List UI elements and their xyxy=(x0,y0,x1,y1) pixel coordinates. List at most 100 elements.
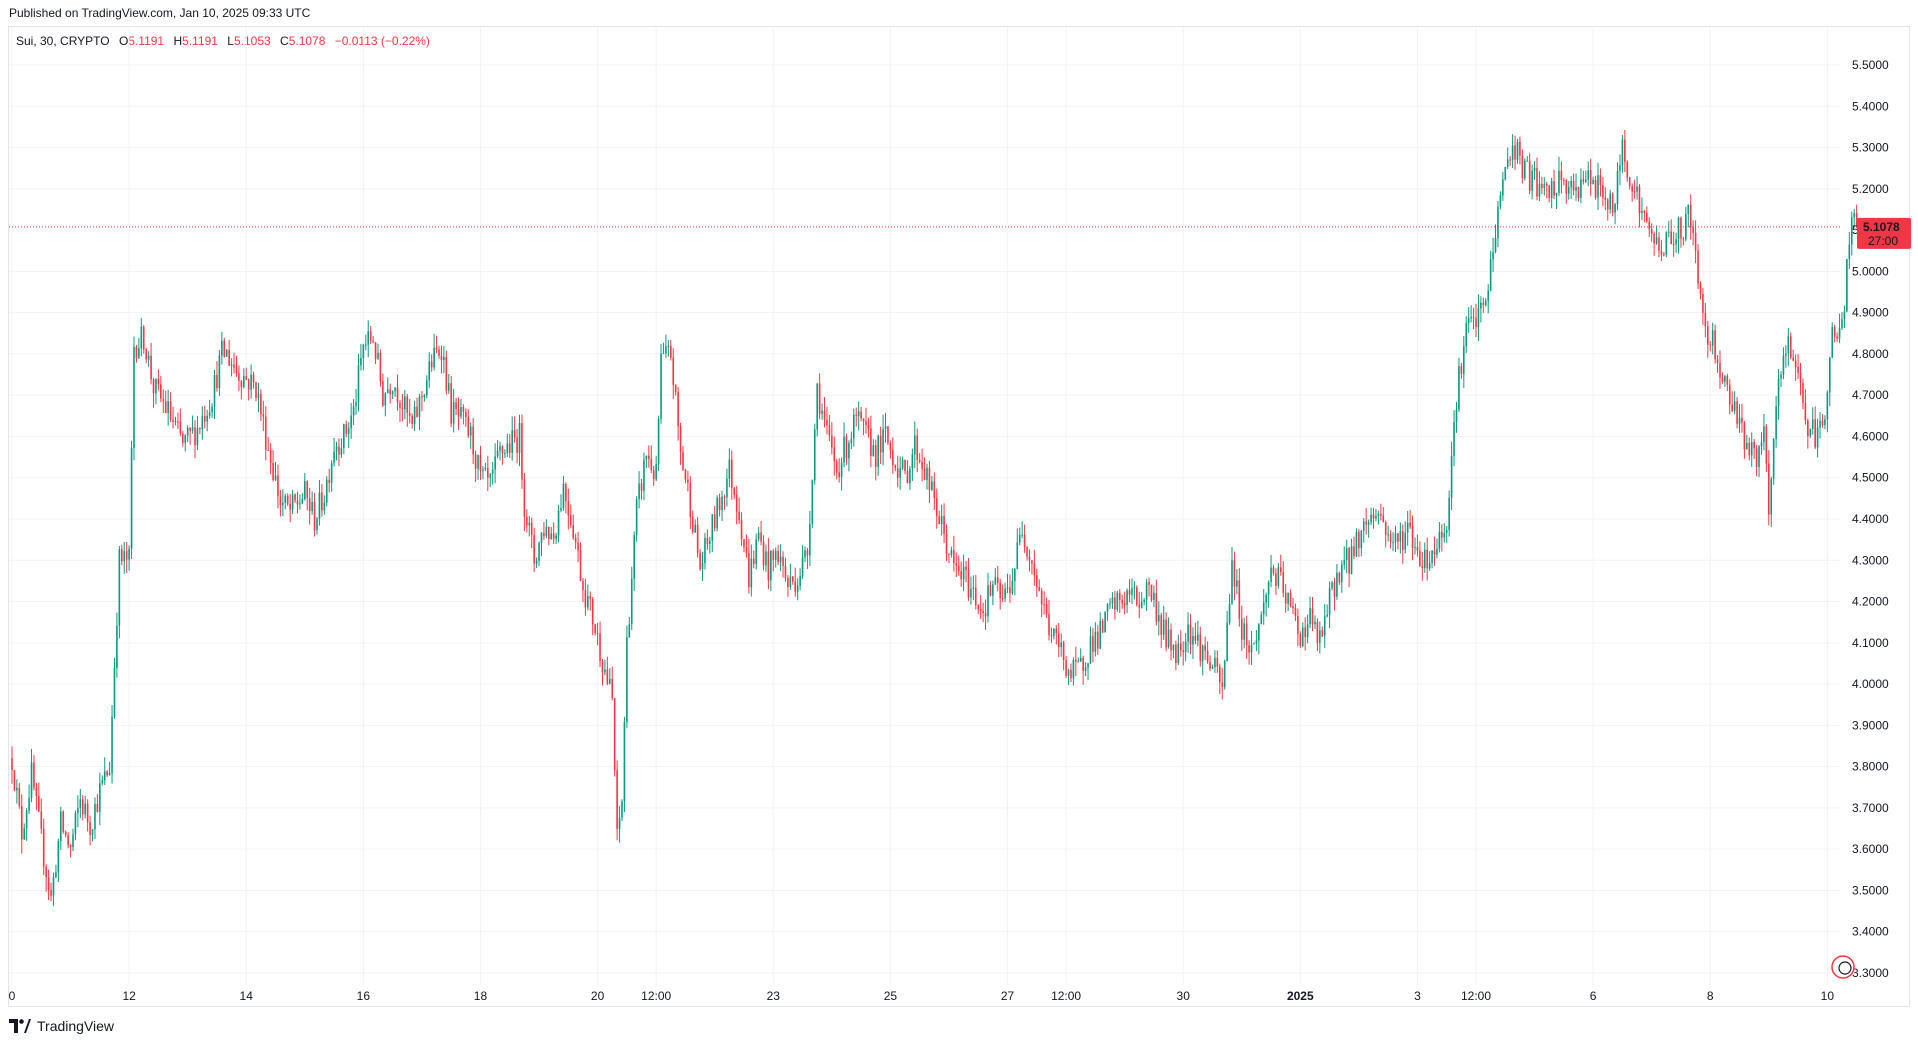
y-tick-label: 3.8000 xyxy=(1852,760,1889,774)
candle-body xyxy=(999,582,1001,599)
candle-body xyxy=(1106,603,1109,612)
candle-body xyxy=(645,455,648,460)
candle-body xyxy=(1006,587,1009,589)
candle-body xyxy=(799,576,801,586)
candle-body xyxy=(662,353,665,355)
candle-body xyxy=(777,550,779,562)
candle-body xyxy=(279,496,282,505)
candle-body xyxy=(1145,582,1148,600)
candle-body xyxy=(1594,179,1597,198)
x-tick-label: 20 xyxy=(591,989,605,1003)
candle-body xyxy=(1831,327,1834,358)
candle-body xyxy=(1233,560,1236,587)
candle-body xyxy=(618,817,621,829)
candle-body xyxy=(938,516,940,525)
candle-body xyxy=(1250,644,1253,653)
candle-body xyxy=(672,357,675,386)
x-tick-label: 10 xyxy=(1821,989,1835,1003)
candle-body xyxy=(1789,336,1792,358)
candle-body xyxy=(252,374,255,383)
candle-body xyxy=(1750,442,1753,456)
settings-icon[interactable] xyxy=(1831,955,1855,979)
candle-body xyxy=(1036,575,1038,588)
candle-body xyxy=(1272,567,1275,574)
candle-body xyxy=(99,783,101,812)
y-tick-label: 3.7000 xyxy=(1852,801,1889,815)
candle-body xyxy=(1140,601,1143,608)
candle-body xyxy=(850,438,853,444)
candle-body xyxy=(1323,616,1326,637)
candle-body xyxy=(1592,179,1594,184)
candle-body xyxy=(1206,650,1209,662)
candle-body xyxy=(1758,446,1760,467)
candle-body xyxy=(752,558,755,564)
candle-body xyxy=(970,588,972,598)
candle-body xyxy=(177,421,179,423)
footer-brand[interactable]: TradingView xyxy=(9,1018,114,1034)
candle-body xyxy=(826,419,828,426)
candle-body xyxy=(1765,426,1768,464)
candle-body xyxy=(1187,624,1189,642)
x-tick-label: 16 xyxy=(357,989,371,1003)
candle-body xyxy=(1404,532,1407,550)
candle-body xyxy=(1282,572,1285,593)
candle-body xyxy=(996,577,999,583)
candle-body xyxy=(1116,592,1119,610)
candle-body xyxy=(543,533,545,537)
candle-body xyxy=(1121,599,1123,604)
candle-body xyxy=(687,479,689,483)
candle-body xyxy=(1741,417,1743,423)
change-value: −0.0113 (−0.22%) xyxy=(334,34,430,48)
candle-body xyxy=(1748,442,1751,456)
candle-body xyxy=(250,374,252,390)
candle-body xyxy=(748,552,750,588)
candle-body xyxy=(935,498,938,517)
candle-body xyxy=(382,381,384,406)
candle-body xyxy=(630,578,633,624)
price-badge: 5.1078 27:00 xyxy=(1857,217,1911,249)
candle-body xyxy=(1816,427,1819,448)
candle-body xyxy=(1646,212,1648,222)
candle-body xyxy=(579,550,582,581)
candle-body xyxy=(1238,580,1241,619)
candle-body xyxy=(467,416,470,436)
candle-body xyxy=(1499,195,1502,207)
candle-body xyxy=(857,411,860,417)
candle-body xyxy=(135,346,138,358)
candle-body xyxy=(1414,547,1416,549)
candle-body xyxy=(1170,629,1172,651)
candle-body xyxy=(1087,663,1089,668)
candle-body xyxy=(1072,659,1075,679)
candle-body xyxy=(635,499,638,536)
candle-body xyxy=(1768,463,1770,515)
y-tick-label: 3.4000 xyxy=(1852,925,1889,939)
candle-body xyxy=(1409,522,1411,527)
candle-body xyxy=(247,379,250,390)
candle-body xyxy=(987,585,989,617)
y-tick-label: 5.3000 xyxy=(1852,141,1889,155)
candle-body xyxy=(494,456,496,470)
candle-body xyxy=(30,762,33,798)
candle-body xyxy=(399,402,401,408)
candle-body xyxy=(423,395,426,398)
candle-body xyxy=(313,501,316,531)
candle-body xyxy=(1475,317,1477,328)
candle-body xyxy=(682,451,684,470)
candle-body xyxy=(699,552,701,570)
candle-body xyxy=(1004,588,1006,599)
candle-body xyxy=(438,349,440,356)
candle-body xyxy=(709,540,711,544)
candle-body xyxy=(596,633,599,635)
candle-body xyxy=(772,550,775,560)
candle-body xyxy=(1402,531,1404,550)
candle-body xyxy=(1850,217,1853,245)
candle-body xyxy=(330,463,333,483)
candle-body xyxy=(604,669,606,673)
candle-body xyxy=(255,382,257,398)
candle-body xyxy=(1631,186,1633,192)
candle-body xyxy=(1167,629,1170,648)
candle-body xyxy=(1619,165,1621,171)
candle-body xyxy=(770,550,772,581)
candle-body xyxy=(994,577,997,585)
